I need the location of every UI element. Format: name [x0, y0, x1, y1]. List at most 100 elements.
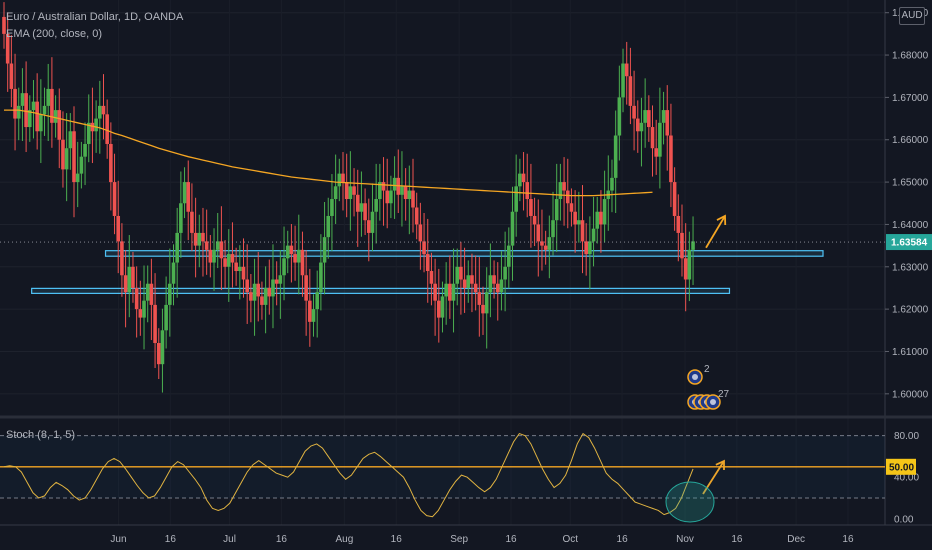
candle-body [168, 283, 172, 305]
candle [580, 185, 585, 274]
candle-body [64, 148, 69, 170]
candle-body [79, 156, 84, 174]
candle [573, 190, 577, 253]
candle [518, 158, 522, 202]
candle [389, 175, 393, 219]
candle-body [182, 182, 187, 204]
candle-body [455, 266, 460, 284]
candle [260, 281, 264, 320]
candle-body [366, 220, 371, 233]
candle [495, 262, 500, 321]
candle-body [72, 131, 76, 183]
candle [72, 106, 76, 218]
candle-body [186, 182, 191, 212]
candle [425, 218, 430, 303]
candle-body [333, 186, 338, 200]
candle-body [518, 173, 522, 187]
candle-body [650, 127, 655, 149]
candle-body [440, 296, 445, 318]
candle [341, 152, 345, 211]
stoch-level-label: 50.00 [889, 462, 914, 473]
ema-legend[interactable]: EMA (200, close, 0) [6, 28, 102, 40]
candle [145, 265, 150, 323]
candle-body [75, 173, 80, 183]
candle-body [481, 304, 485, 314]
stoch-legend[interactable]: Stoch (8, 1, 5) [6, 429, 76, 441]
candle [46, 63, 51, 142]
time-tick-label: 16 [731, 534, 743, 545]
candle-body [123, 275, 128, 293]
candle-body [57, 110, 62, 140]
candle-body [514, 186, 518, 212]
candle [105, 99, 109, 159]
candle [462, 247, 467, 313]
time-tick-label: 16 [165, 534, 177, 545]
candle-body [665, 110, 670, 136]
candle-body [348, 186, 353, 200]
candle-body [558, 182, 563, 200]
candle-body [565, 190, 570, 204]
candle [293, 225, 297, 281]
symbol-title[interactable]: Euro / Australian Dollar, 1D, OANDA [6, 11, 184, 23]
candle [282, 226, 286, 301]
candle-body [282, 258, 286, 276]
candle-body [278, 275, 283, 284]
candle [101, 74, 106, 140]
candle [212, 228, 216, 291]
last-price-tag: 1.63584 [0, 234, 932, 251]
event-markers[interactable]: 2 27 [687, 364, 730, 410]
candle [241, 238, 246, 298]
candle [156, 328, 161, 380]
event-marker-eu [705, 394, 721, 410]
candle [160, 308, 165, 393]
candle-body [219, 241, 224, 259]
candle-body [591, 228, 596, 242]
candle [319, 234, 323, 311]
candle [650, 105, 655, 177]
candle [392, 156, 397, 219]
candle-body [588, 241, 592, 255]
candle [473, 255, 478, 311]
candle [42, 87, 47, 136]
candle-body [484, 292, 489, 314]
candle-body [223, 258, 227, 267]
candle [414, 192, 419, 240]
candle [197, 214, 202, 268]
candle-body [536, 224, 541, 242]
candle-body [414, 207, 419, 225]
candle [407, 165, 412, 235]
candle [562, 157, 566, 226]
candle-body [643, 110, 647, 123]
candle-body [672, 182, 677, 216]
candle-body [573, 211, 577, 225]
candle [300, 231, 305, 297]
candle [352, 168, 356, 217]
candle-body [212, 249, 216, 263]
candle-body [403, 186, 408, 200]
candle [278, 250, 283, 319]
candle [208, 235, 213, 278]
candle [263, 266, 268, 334]
candle-body [16, 105, 21, 119]
time-axis[interactable]: Jun 16 Jul 16 Aug 16 Sep 16 Oct 16 Nov 16 Dec 16 [0, 524, 932, 545]
candle [536, 199, 541, 277]
price-axis[interactable]: 1.690001.680001.670001.660001.650001.640… [884, 0, 932, 550]
candle [123, 250, 128, 328]
candle-body [378, 182, 382, 200]
candle [403, 168, 408, 221]
candle [613, 110, 618, 214]
candle [193, 197, 198, 278]
candle-body [554, 199, 559, 221]
currency-badge[interactable]: AUD [899, 7, 925, 25]
candle [510, 186, 515, 281]
candle [691, 216, 695, 285]
candle [551, 191, 555, 256]
candle [606, 155, 611, 231]
candle-body [507, 245, 511, 267]
candle-body [562, 182, 566, 191]
candle-body [94, 118, 98, 132]
candle [98, 80, 102, 154]
price-tick-label: 1.66000 [892, 135, 929, 146]
candle [488, 243, 493, 318]
